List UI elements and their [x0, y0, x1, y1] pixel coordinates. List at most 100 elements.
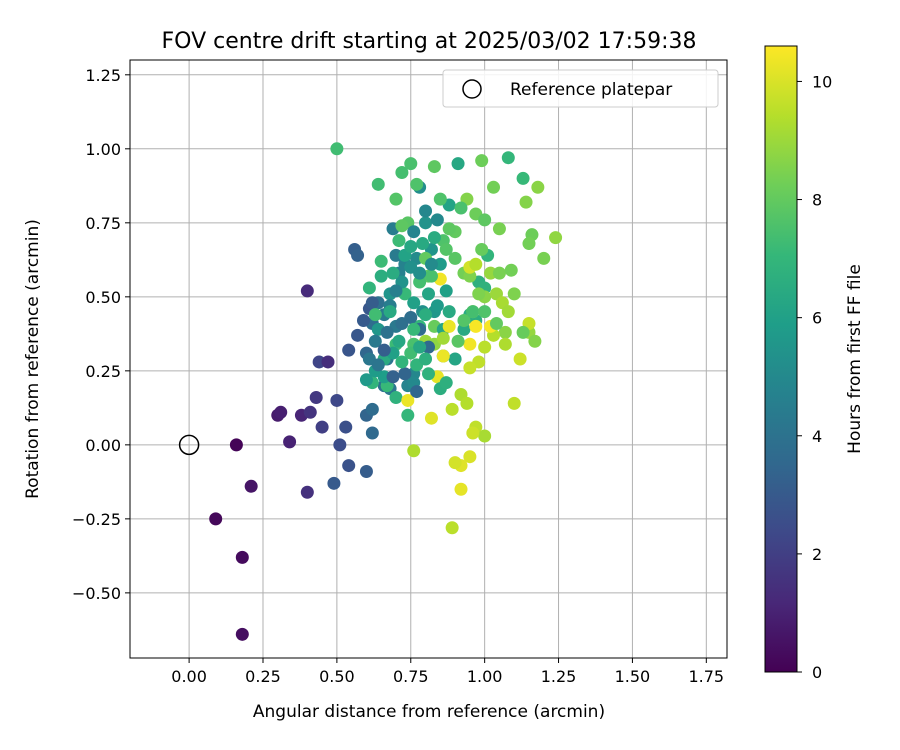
scatter-point [436, 349, 450, 363]
colorbar-tick-label: 4 [812, 427, 822, 446]
scatter-point [460, 396, 474, 410]
colorbar-label: Hours from first FF file [845, 264, 865, 454]
scatter-point [463, 269, 477, 283]
scatter-point [356, 314, 370, 328]
scatter-point [342, 459, 356, 473]
scatter-point [436, 331, 450, 345]
scatter-point [389, 284, 403, 298]
scatter-point [419, 352, 433, 366]
scatter-point [419, 308, 433, 322]
y-axis: −0.50 −0.25 0.00 0.25 0.50 0.75 1.00 1.25 [72, 66, 130, 603]
legend-reference-marker [462, 79, 482, 99]
scatter-point [487, 180, 501, 194]
scatter-point [413, 266, 427, 280]
scatter-point [463, 337, 477, 351]
scatter-point [430, 213, 444, 227]
scatter-point [466, 426, 480, 440]
scatter-point [478, 213, 492, 227]
scatter-point [413, 275, 427, 289]
x-tick-label: 1.25 [541, 667, 577, 686]
scatter-point [419, 204, 433, 218]
scatter-point [478, 429, 492, 443]
scatter-point [374, 269, 388, 283]
x-axis-label: Angular distance from reference (arcmin) [253, 702, 605, 722]
scatter-point [303, 405, 317, 419]
scatter-point [368, 308, 382, 322]
scatter-point [478, 305, 492, 319]
legend-entry-label: Reference platepar [510, 80, 672, 100]
scatter-point [365, 426, 379, 440]
scatter-point [407, 322, 421, 336]
scatter-point [419, 216, 433, 230]
scatter-point [463, 450, 477, 464]
y-axis-label: Rotation from reference (arcmin) [23, 219, 43, 499]
scatter-point [389, 390, 403, 404]
legend-frame [442, 69, 719, 108]
scatter-point [315, 420, 329, 434]
scatter-point [235, 550, 249, 564]
scatter-point [475, 154, 489, 168]
scatter-point [392, 334, 406, 348]
x-axis: 0.00 0.25 0.50 0.75 1.00 1.25 1.50 1.75 [171, 658, 724, 686]
scatter-point [365, 296, 379, 310]
scatter-point [433, 192, 447, 206]
scatter-point [309, 390, 323, 404]
scatter-point [362, 281, 376, 295]
scatter-point [395, 165, 409, 179]
y-tick-label: −0.25 [72, 510, 121, 529]
colorbar-tick-label: 10 [812, 72, 832, 91]
scatter-point [528, 334, 542, 348]
scatter-point [377, 343, 391, 357]
y-tick-label: −0.50 [72, 584, 121, 603]
scatter-point [359, 464, 373, 478]
scatter-point [451, 157, 465, 171]
scatter-point [504, 263, 518, 277]
scatter-point [395, 355, 409, 369]
y-tick-label: 1.00 [85, 140, 121, 159]
reference-platepar-marker [178, 434, 200, 456]
y-tick-label: 0.50 [85, 288, 121, 307]
scatter-point [531, 180, 545, 194]
scatter-point [448, 456, 462, 470]
scatter-point [430, 299, 444, 313]
scatter-point [404, 240, 418, 254]
x-tick-label: 1.75 [688, 667, 724, 686]
scatter-point [365, 402, 379, 416]
scatter-point [457, 322, 471, 336]
scatter-point [407, 296, 421, 310]
scatter-point [321, 355, 335, 369]
scatter-point [424, 269, 438, 283]
x-tick-label: 0.25 [245, 667, 281, 686]
scatter-point [507, 287, 521, 301]
scatter-point [351, 248, 365, 262]
scatter-point [442, 319, 456, 333]
scatter-point [516, 325, 530, 339]
scatter-point [549, 231, 563, 245]
scatter-point [501, 305, 515, 319]
scatter-point [395, 219, 409, 233]
colorbar-tick-label: 2 [812, 545, 822, 564]
scatter-point [407, 444, 421, 458]
scatter-point [413, 340, 427, 354]
scatter-point [454, 201, 468, 215]
scatter-point [442, 305, 456, 319]
scatter-point [401, 393, 415, 407]
scatter-point [416, 237, 430, 251]
y-tick-label: 1.25 [85, 66, 121, 85]
scatter-point [439, 284, 453, 298]
scatter-point [489, 316, 503, 330]
scatter-point [209, 512, 223, 526]
scatter-point [374, 254, 388, 268]
scatter-point [442, 222, 456, 236]
scatter-point [327, 476, 341, 490]
scatter-point [498, 325, 512, 339]
scatter-point [407, 225, 421, 239]
scatter-point [283, 435, 297, 449]
colorbar-ticks: 0 2 4 6 8 10 [797, 72, 832, 682]
scatter-point [383, 305, 397, 319]
plot-area-frame [129, 59, 728, 659]
scatter-point [342, 343, 356, 357]
scatter-point [424, 257, 438, 271]
scatter-point [439, 242, 453, 256]
y-tick-label: 0.25 [85, 362, 121, 381]
